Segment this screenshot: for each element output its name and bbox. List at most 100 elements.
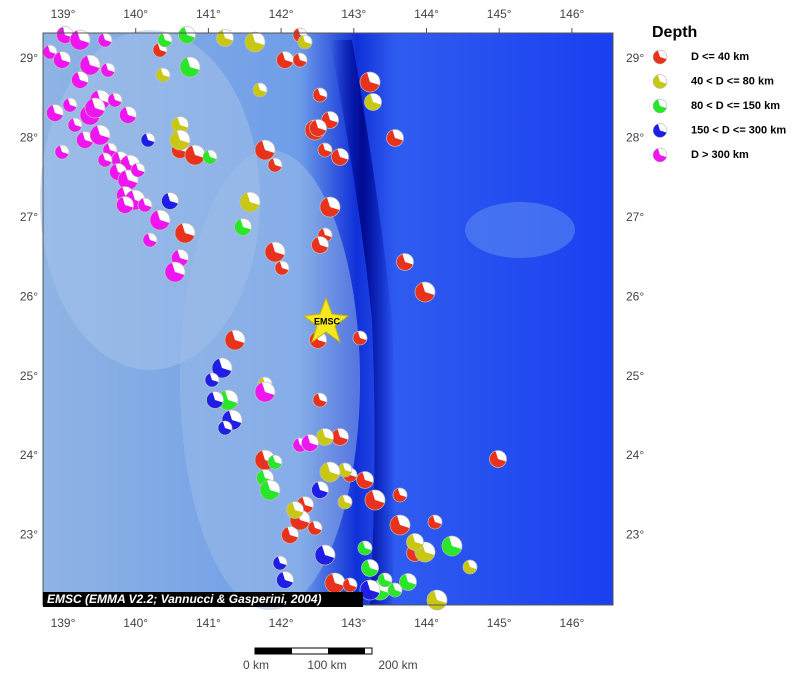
event xyxy=(387,582,403,598)
ball-edge xyxy=(652,123,668,138)
ball-wedge xyxy=(52,104,64,116)
ball-edge xyxy=(489,450,507,468)
lon-label: 142° xyxy=(269,616,294,630)
event xyxy=(361,559,379,577)
ball-wedge xyxy=(225,390,238,403)
lon-label: 143° xyxy=(341,616,366,630)
ball-edge xyxy=(414,281,436,303)
ball-wedge xyxy=(337,148,349,160)
event xyxy=(116,196,134,214)
ball-wedge xyxy=(125,106,137,118)
ball-wedge xyxy=(209,373,219,383)
ball-wedge xyxy=(397,488,407,498)
event xyxy=(244,31,266,53)
event xyxy=(254,139,276,161)
ball-edge xyxy=(356,471,374,489)
ball-wedge xyxy=(257,83,267,93)
lon-label: 144° xyxy=(414,616,439,630)
ball-wedge xyxy=(422,542,435,555)
ball-edge xyxy=(359,579,381,601)
event xyxy=(137,197,153,213)
ball-wedge xyxy=(322,228,332,238)
ball-edge xyxy=(399,573,417,591)
ball-wedge xyxy=(327,111,339,123)
event xyxy=(130,162,146,178)
seamount xyxy=(465,202,575,258)
event xyxy=(386,129,404,147)
event xyxy=(171,116,189,134)
event xyxy=(53,51,71,69)
ball-wedge xyxy=(262,140,275,153)
ball-wedge xyxy=(87,55,100,68)
event xyxy=(107,92,123,108)
event xyxy=(652,147,668,163)
ball-edge xyxy=(311,236,329,254)
event xyxy=(311,481,329,499)
event xyxy=(254,381,276,403)
event xyxy=(46,104,64,122)
lat-label: 28° xyxy=(20,131,38,145)
ball-wedge xyxy=(207,150,217,160)
ball-wedge xyxy=(112,93,122,103)
ball-wedge xyxy=(247,192,260,205)
ball-wedge xyxy=(167,192,179,204)
event xyxy=(264,241,286,263)
event xyxy=(42,44,58,60)
ball-edge xyxy=(301,434,319,452)
ball-wedge xyxy=(282,571,294,583)
credit: EMSC (EMMA V2.2; Vannucci & Gasperini, 2… xyxy=(47,592,322,606)
ball-edge xyxy=(119,106,137,124)
ball-edge xyxy=(142,232,158,248)
ball-edge xyxy=(307,520,323,536)
event xyxy=(142,232,158,248)
ball-edge xyxy=(97,152,113,168)
ball-edge xyxy=(361,559,379,577)
ball-wedge xyxy=(495,450,507,462)
ball-edge xyxy=(286,501,304,519)
ball-wedge xyxy=(192,145,205,158)
legend-label: D > 300 km xyxy=(691,149,749,161)
ball-edge xyxy=(311,481,329,499)
ball-wedge xyxy=(367,559,379,571)
event xyxy=(319,196,341,218)
ball-wedge xyxy=(317,236,329,248)
ball-edge xyxy=(89,124,111,146)
event xyxy=(414,281,436,303)
ball-edge xyxy=(426,589,448,611)
ball-edge xyxy=(314,544,336,566)
lat-label: 26° xyxy=(20,289,38,303)
ball-wedge xyxy=(67,98,77,108)
event xyxy=(169,129,191,151)
ball-wedge xyxy=(392,129,404,141)
ball-wedge xyxy=(367,580,380,593)
ball-wedge xyxy=(367,72,380,85)
event xyxy=(67,117,83,133)
ball-wedge xyxy=(272,242,285,255)
ball-wedge xyxy=(162,33,172,43)
event xyxy=(100,62,116,78)
ball-edge xyxy=(427,514,443,530)
epicenter-star xyxy=(302,296,350,344)
ball-wedge xyxy=(262,382,275,395)
ball-edge xyxy=(67,117,83,133)
event xyxy=(359,71,381,93)
lat-label: 27° xyxy=(626,210,644,224)
ball-edge xyxy=(264,241,286,263)
ball-edge xyxy=(406,533,424,551)
ball-wedge xyxy=(657,99,667,109)
event xyxy=(297,34,313,50)
event xyxy=(292,52,308,68)
ball-wedge xyxy=(322,545,335,558)
ball-wedge xyxy=(59,145,69,155)
ball-edge xyxy=(331,148,349,166)
ball-wedge xyxy=(362,471,374,483)
ball-edge xyxy=(281,526,299,544)
ball-wedge xyxy=(282,51,294,63)
ball-edge xyxy=(204,372,220,388)
scale-label: 100 km xyxy=(307,658,346,672)
event xyxy=(311,236,329,254)
event xyxy=(274,260,290,276)
ball-edge xyxy=(652,49,668,65)
ball-wedge xyxy=(182,223,195,236)
